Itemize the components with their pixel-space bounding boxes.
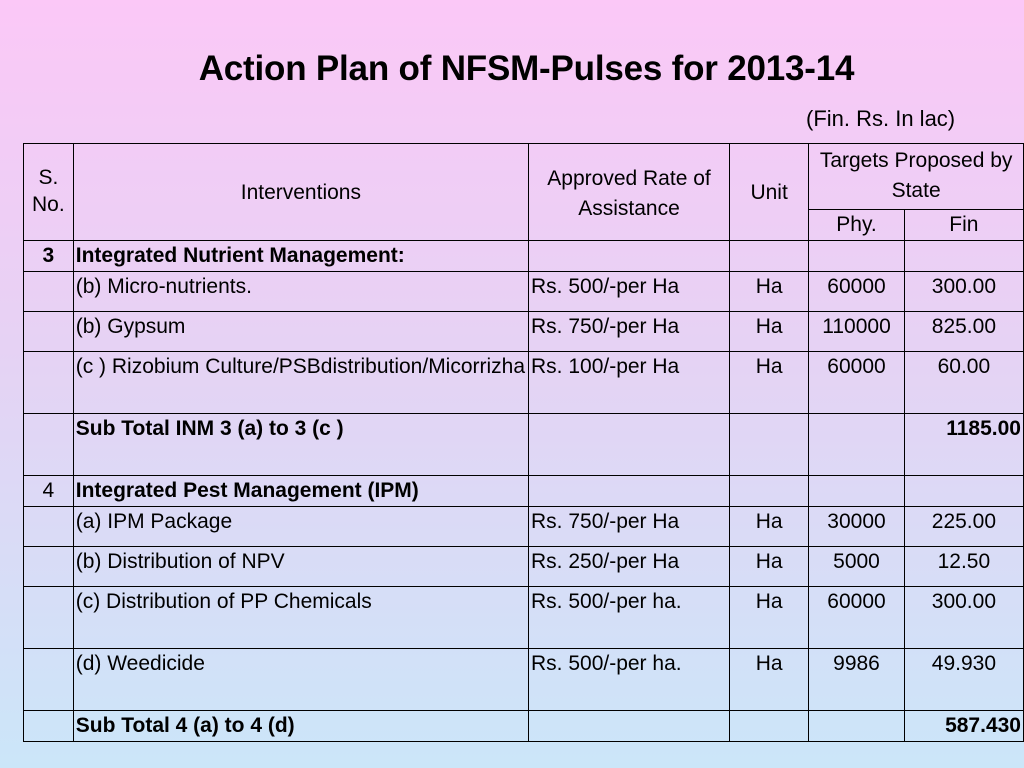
cell-intervention: (b) Gypsum [72,311,530,352]
header-unit: Unit [729,143,810,241]
cell-phy: 60000 [808,586,905,649]
cell-rate: Rs. 500/-per ha. [527,586,731,649]
cell-rate: Rs. 750/-per Ha [527,311,731,352]
cell-unit: Ha [729,648,810,711]
table-row: (b) Gypsum Rs. 750/-per Ha Ha 110000 825… [23,311,1024,352]
cell-phy [808,413,905,476]
header-sno: S. No. [23,143,74,241]
cell-intervention: (b) Distribution of NPV [72,546,530,587]
cell-sno [23,271,74,312]
unit-note: (Fin. Rs. In lac) [806,106,956,131]
cell-fin: 587.430 [903,710,1024,742]
table-row: (b) Micro-nutrients. Rs. 500/-per Ha Ha … [23,271,1024,312]
cell-rate: Rs. 100/-per Ha [527,351,731,414]
cell-fin [903,475,1024,507]
cell-fin: 60.00 [903,351,1024,414]
cell-phy: 5000 [808,546,905,587]
cell-rate: Rs. 500/-per ha. [527,648,731,711]
table-row: (a) IPM Package Rs. 750/-per Ha Ha 30000… [23,506,1024,547]
table-row: (b) Distribution of NPV Rs. 250/-per Ha … [23,546,1024,587]
cell-sno: 4 [23,475,74,507]
cell-fin: 300.00 [903,586,1024,649]
table-row: (c ) Rizobium Culture/PSBdistribution/Mi… [23,351,1024,414]
cell-unit [729,475,810,507]
cell-phy: 30000 [808,506,905,547]
table-row: (d) Weedicide Rs. 500/-per ha. Ha 9986 4… [23,648,1024,711]
cell-fin [903,240,1024,272]
cell-sno: 3 [23,240,74,272]
header-rate: Approved Rate of Assistance [527,143,731,241]
cell-unit [729,413,810,476]
table-row: Sub Total INM 3 (a) to 3 (c ) 1185.00 [23,413,1024,476]
page-title: Action Plan of NFSM-Pulses for 2013-14 [198,49,855,88]
cell-sno [23,413,74,476]
cell-fin: 49.930 [903,648,1024,711]
cell-intervention: Integrated Pest Management (IPM) [72,475,530,507]
cell-fin: 300.00 [903,271,1024,312]
cell-unit [729,240,810,272]
table-row: 4 Integrated Pest Management (IPM) [23,475,1024,507]
cell-unit [729,710,810,742]
header-subrow: Phy. Fin [24,209,1024,241]
cell-sno [23,648,74,711]
cell-sno [23,311,74,352]
cell-unit: Ha [729,311,810,352]
cell-intervention: (b) Micro-nutrients. [72,271,530,312]
table-row: (c) Distribution of PP Chemicals Rs. 500… [23,586,1024,649]
cell-fin: 225.00 [903,506,1024,547]
cell-unit: Ha [729,271,810,312]
cell-sno [23,586,74,649]
cell-sno [23,546,74,587]
header-phy: Phy. [808,209,905,241]
cell-sno [23,351,74,414]
cell-unit: Ha [729,351,810,414]
cell-unit: Ha [729,546,810,587]
cell-fin: 825.00 [903,311,1024,352]
cell-rate [527,710,731,742]
cell-phy [808,240,905,272]
table-row: Sub Total 4 (a) to 4 (d) 587.430 [23,710,1024,742]
cell-intervention: (d) Weedicide [72,648,530,711]
cell-intervention: Sub Total 4 (a) to 4 (d) [72,710,530,742]
cell-intervention: (a) IPM Package [72,506,530,547]
cell-unit: Ha [729,586,810,649]
cell-sno [23,506,74,547]
cell-rate: Rs. 250/-per Ha [527,546,731,587]
cell-phy: 60000 [808,351,905,414]
action-plan-table: S. No. Interventions Approved Rate of As… [23,143,1024,742]
cell-phy: 110000 [808,311,905,352]
cell-intervention: Sub Total INM 3 (a) to 3 (c ) [72,413,530,476]
cell-rate [527,240,731,272]
cell-intervention: (c) Distribution of PP Chemicals [72,586,530,649]
cell-rate [527,475,731,507]
cell-intervention: (c ) Rizobium Culture/PSBdistribution/Mi… [72,351,530,414]
table-row: 3 Integrated Nutrient Management: [23,240,1024,272]
header-fin: Fin [903,209,1024,241]
cell-fin: 1185.00 [903,413,1024,476]
header-row: S. No. Interventions Approved Rate of As… [23,143,1024,241]
cell-unit: Ha [729,506,810,547]
cell-phy [808,710,905,742]
cell-rate [527,413,731,476]
cell-phy: 9986 [808,648,905,711]
cell-rate: Rs. 500/-per Ha [527,271,731,312]
cell-phy: 60000 [808,271,905,312]
header-targets: Targets Proposed by State [808,143,1024,210]
cell-sno [23,710,74,742]
cell-fin: 12.50 [903,546,1024,587]
cell-intervention: Integrated Nutrient Management: [72,240,530,272]
header-interventions: Interventions [72,143,530,241]
cell-rate: Rs. 750/-per Ha [527,506,731,547]
cell-phy [808,475,905,507]
